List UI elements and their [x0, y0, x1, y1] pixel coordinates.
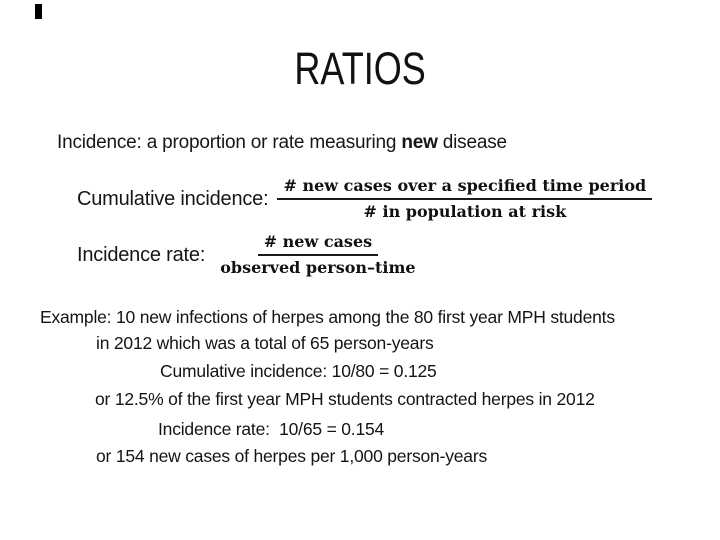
title-area: RATIOS [0, 44, 720, 94]
cumulative-incidence-numerator: # new cases over a specified time period [277, 174, 653, 200]
incidence-rate-interpretation: or 154 new cases of herpes per 1,000 per… [96, 446, 487, 466]
definition-emphasis-new: new [401, 132, 438, 153]
cumulative-incidence-denominator: # in population at risk [363, 202, 567, 221]
example-intro-line-2: in 2012 which was a total of 65 person-y… [96, 333, 434, 353]
cumulative-incidence-interpretation: or 12.5% of the first year MPH students … [95, 389, 595, 409]
incidence-definition-text: Incidence: a proportion or rate measurin… [57, 131, 507, 155]
cumulative-incidence-calculation: Cumulative incidence: 10/80 = 0.125 [160, 361, 437, 381]
definition-pre: Incidence: a proportion or rate measurin… [57, 132, 402, 153]
slide-title: RATIOS [294, 43, 426, 94]
example-intro-line-1: Example: 10 new infections of herpes amo… [40, 307, 615, 327]
incidence-rate-denominator: observed person–time [220, 258, 416, 277]
incidence-rate-numerator: # new cases [257, 230, 379, 256]
definition-post: disease [437, 132, 507, 153]
incidence-rate-calculation: Incidence rate: 10/65 = 0.154 [158, 419, 385, 439]
incidence-rate-fraction: # new cases observed person–time [214, 230, 421, 280]
cumulative-incidence-formula: Cumulative incidence: # new cases over a… [77, 174, 653, 224]
incidence-rate-label: Incidence rate: [77, 243, 206, 266]
cumulative-incidence-label: Cumulative incidence: [77, 187, 269, 210]
text-cursor-mark [35, 4, 42, 19]
incidence-rate-formula: Incidence rate: # new cases observed per… [77, 230, 422, 280]
cumulative-incidence-fraction: # new cases over a specified time period… [277, 174, 653, 224]
